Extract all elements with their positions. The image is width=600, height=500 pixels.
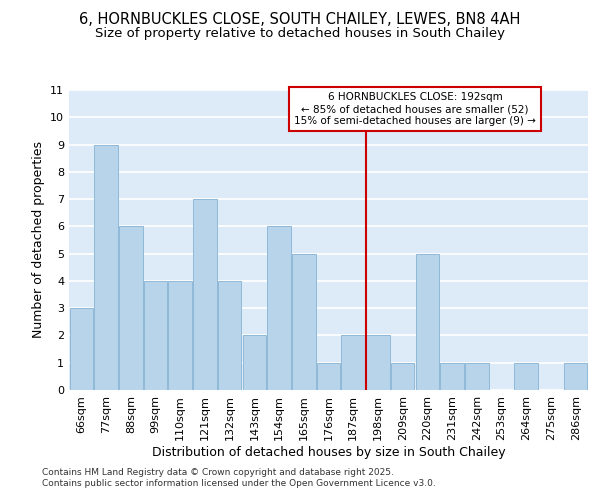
- X-axis label: Distribution of detached houses by size in South Chailey: Distribution of detached houses by size …: [152, 446, 505, 458]
- Bar: [268, 226, 291, 390]
- Bar: [440, 362, 464, 390]
- Text: Size of property relative to detached houses in South Chailey: Size of property relative to detached ho…: [95, 28, 505, 40]
- Text: Contains HM Land Registry data © Crown copyright and database right 2025.
Contai: Contains HM Land Registry data © Crown c…: [42, 468, 436, 487]
- Y-axis label: Number of detached properties: Number of detached properties: [32, 142, 44, 338]
- Bar: [564, 362, 587, 390]
- Bar: [391, 362, 415, 390]
- Bar: [70, 308, 93, 390]
- Bar: [94, 144, 118, 390]
- Bar: [242, 336, 266, 390]
- Bar: [119, 226, 143, 390]
- Bar: [416, 254, 439, 390]
- Bar: [218, 281, 241, 390]
- Bar: [169, 281, 192, 390]
- Bar: [317, 362, 340, 390]
- Bar: [292, 254, 316, 390]
- Bar: [193, 199, 217, 390]
- Bar: [341, 336, 365, 390]
- Bar: [465, 362, 488, 390]
- Bar: [514, 362, 538, 390]
- Bar: [366, 336, 389, 390]
- Text: 6, HORNBUCKLES CLOSE, SOUTH CHAILEY, LEWES, BN8 4AH: 6, HORNBUCKLES CLOSE, SOUTH CHAILEY, LEW…: [79, 12, 521, 28]
- Bar: [144, 281, 167, 390]
- Text: 6 HORNBUCKLES CLOSE: 192sqm
← 85% of detached houses are smaller (52)
15% of sem: 6 HORNBUCKLES CLOSE: 192sqm ← 85% of det…: [294, 92, 536, 126]
